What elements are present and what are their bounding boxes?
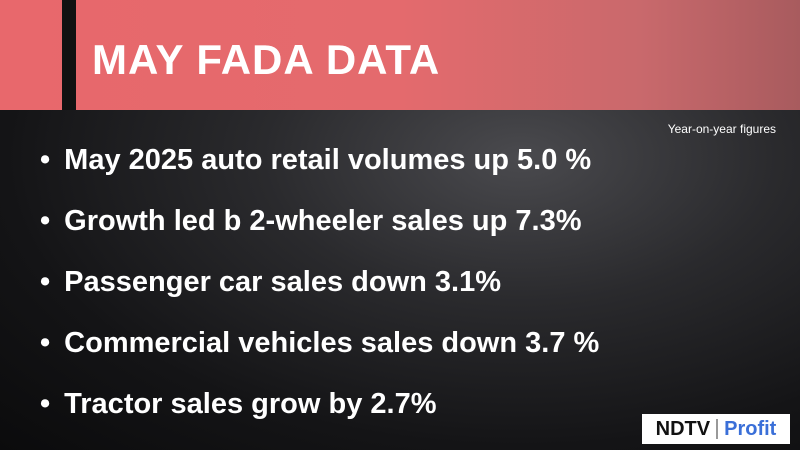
bullet: Passenger car sales down 3.1% <box>40 262 599 323</box>
bullet: Commercial vehicles sales down 3.7 % <box>40 323 599 384</box>
title: MAY FADA DATA <box>92 36 441 83</box>
bullet-list: May 2025 auto retail volumes up 5.0 %Gro… <box>40 140 599 445</box>
accent-bar <box>62 0 76 110</box>
header-band <box>0 0 800 110</box>
logo-left: NDTV <box>655 417 711 440</box>
logo: NDTV Profit <box>642 414 790 444</box>
bullet: May 2025 auto retail volumes up 5.0 % <box>40 140 599 201</box>
logo-right: Profit <box>724 417 777 440</box>
note: Year-on-year figures <box>667 122 776 136</box>
logo-separator <box>716 419 719 439</box>
bullet: Tractor sales grow by 2.7% <box>40 384 599 445</box>
bullet: Growth led b 2-wheeler sales up 7.3% <box>40 201 599 262</box>
